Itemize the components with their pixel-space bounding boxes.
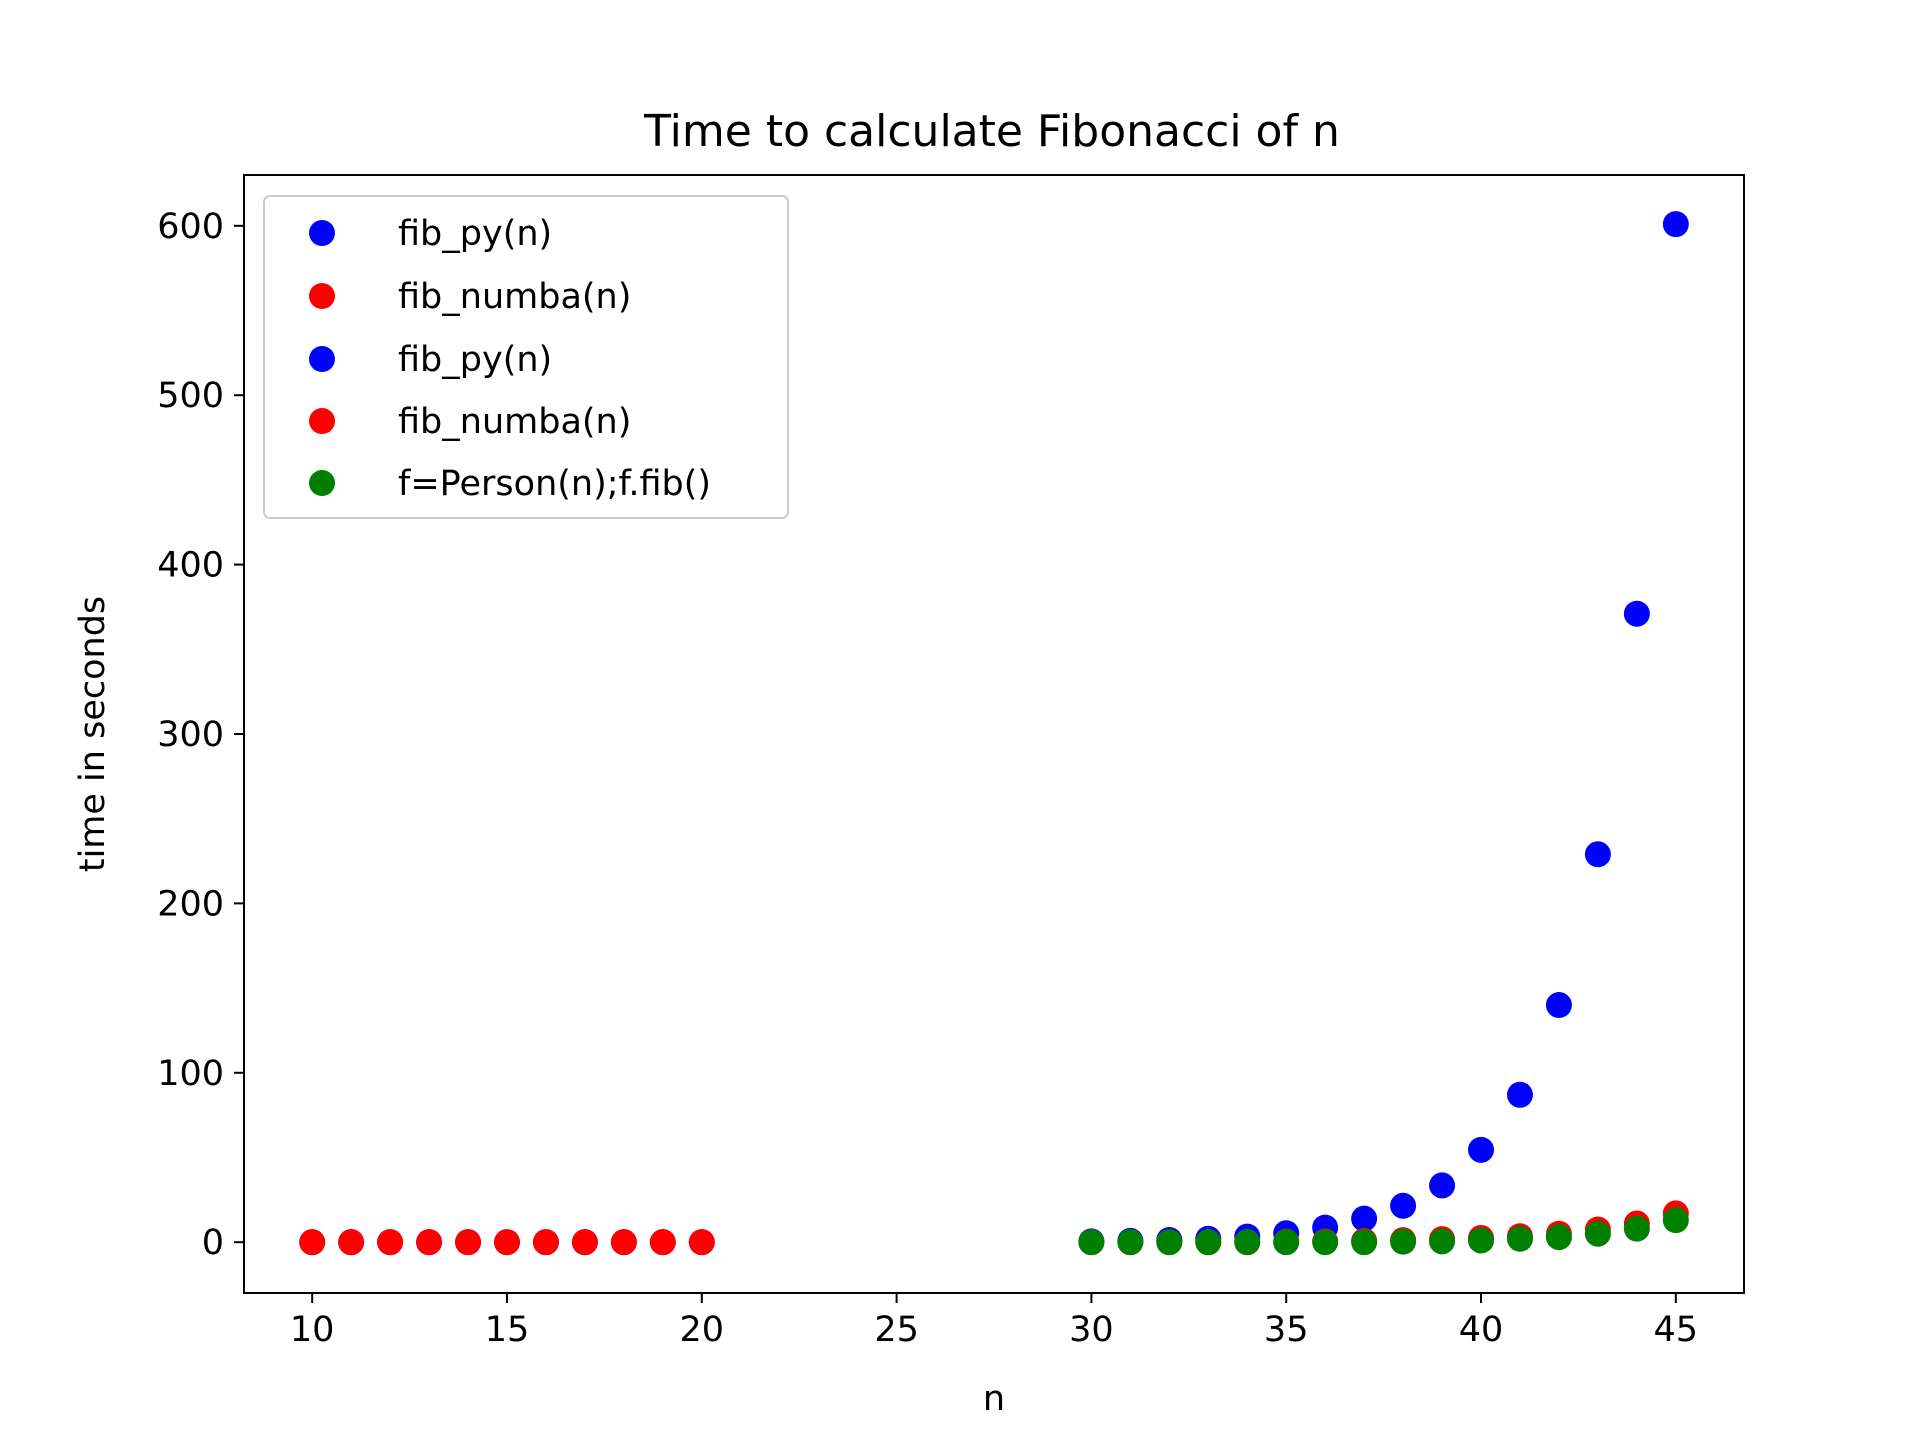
data-point <box>1429 1172 1456 1199</box>
data-point <box>1351 1229 1378 1256</box>
data-point <box>1584 841 1611 868</box>
x-tick-label: 35 <box>1264 1310 1309 1350</box>
x-axis-label: n <box>983 1379 1005 1419</box>
x-tick-label: 45 <box>1654 1310 1699 1350</box>
data-point <box>688 1229 715 1256</box>
legend-label: fib_py(n) <box>398 214 552 254</box>
data-point <box>532 1229 559 1256</box>
data-point <box>1468 1227 1495 1254</box>
data-point <box>1429 1228 1456 1255</box>
data-point <box>1273 1229 1300 1256</box>
legend: fib_py(n) fib_numba(n) fib_py(n) fib_numba(… <box>263 195 789 519</box>
data-point <box>1390 1228 1417 1255</box>
data-point <box>571 1229 598 1256</box>
data-point <box>1545 1224 1572 1251</box>
data-point <box>1623 1215 1650 1242</box>
y-tick-label: 200 <box>157 884 224 924</box>
data-point <box>1468 1136 1495 1163</box>
data-point <box>610 1229 637 1256</box>
legend-marker <box>309 283 335 309</box>
data-point <box>1584 1220 1611 1247</box>
data-point <box>455 1229 482 1256</box>
legend-label: fib_py(n) <box>398 340 552 380</box>
y-tick-label: 600 <box>157 207 224 247</box>
legend-marker <box>309 408 335 434</box>
data-point <box>1662 1207 1689 1234</box>
series-1 <box>299 1229 715 1256</box>
x-tick-label: 25 <box>874 1310 919 1350</box>
data-point <box>416 1229 443 1256</box>
data-point <box>1312 1229 1339 1256</box>
chart-title: Time to calculate Fibonacci of n <box>643 106 1340 157</box>
series-4 <box>1078 1207 1689 1256</box>
data-point <box>1506 1081 1533 1108</box>
y-tick-label: 500 <box>157 376 224 416</box>
x-tick-label: 40 <box>1459 1310 1504 1350</box>
data-point <box>1078 1229 1105 1256</box>
y-axis: 0 100 200 300 400 500 600 <box>157 207 244 1263</box>
x-tick-label: 20 <box>680 1310 725 1350</box>
data-points <box>299 211 1689 1256</box>
data-point <box>493 1229 520 1256</box>
legend-marker <box>309 220 335 246</box>
y-axis-label: time in seconds <box>73 596 113 872</box>
data-point <box>1156 1229 1183 1256</box>
x-axis: 10 15 20 25 30 35 40 45 <box>290 1293 1698 1350</box>
data-point <box>377 1229 404 1256</box>
data-point <box>338 1229 365 1256</box>
data-point <box>1545 992 1572 1019</box>
data-point <box>1506 1225 1533 1252</box>
data-point <box>1390 1192 1417 1219</box>
data-point <box>1662 211 1689 238</box>
data-point <box>1195 1229 1222 1256</box>
data-point <box>299 1229 326 1256</box>
data-point <box>1117 1229 1144 1256</box>
legend-label: fib_numba(n) <box>398 277 631 317</box>
y-tick-label: 400 <box>157 546 224 586</box>
legend-label: fib_numba(n) <box>398 402 631 442</box>
x-tick-label: 30 <box>1069 1310 1114 1350</box>
data-point <box>1351 1205 1378 1232</box>
data-point <box>1623 600 1650 627</box>
y-tick-label: 0 <box>202 1223 224 1263</box>
legend-marker <box>309 470 335 496</box>
legend-marker <box>309 346 335 372</box>
y-tick-label: 100 <box>157 1054 224 1094</box>
data-point <box>1234 1229 1261 1256</box>
y-tick-label: 300 <box>157 715 224 755</box>
legend-label: f=Person(n);f.fib() <box>398 464 711 504</box>
x-tick-label: 15 <box>485 1310 530 1350</box>
data-point <box>649 1229 676 1256</box>
x-tick-label: 10 <box>290 1310 335 1350</box>
legend-box <box>263 195 789 519</box>
